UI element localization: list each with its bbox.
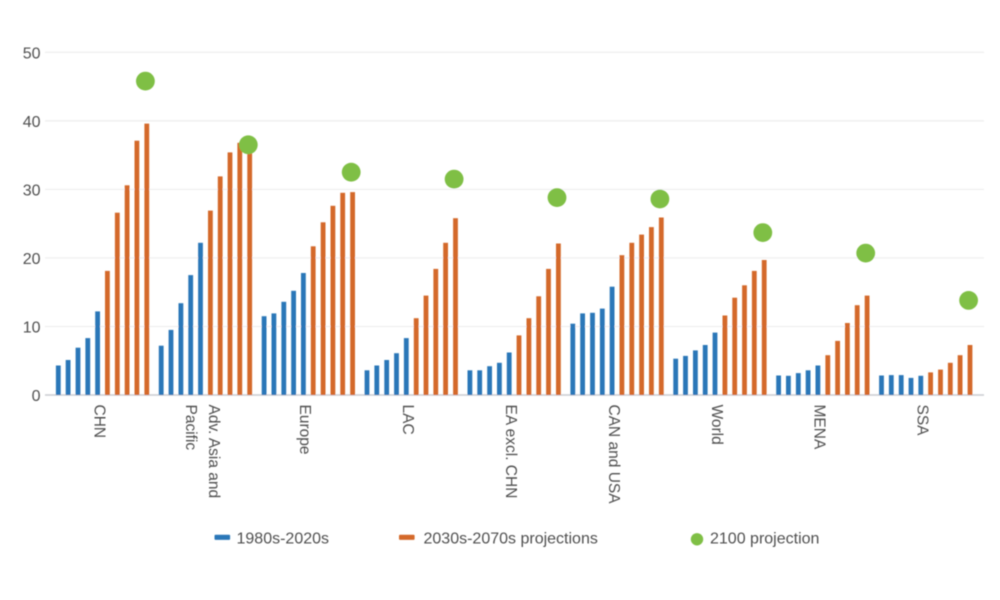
svg-text:0: 0 [32,388,41,405]
svg-text:MENA: MENA [811,405,828,450]
svg-text:SSA: SSA [914,405,931,437]
svg-text:CHN: CHN [90,405,107,439]
svg-text:50: 50 [23,45,41,62]
svg-text:EA excl. CHN: EA excl. CHN [502,405,519,499]
svg-text:World: World [708,405,725,445]
svg-text:2100 projection: 2100 projection [710,531,819,548]
svg-text:10: 10 [23,320,41,337]
svg-text:2030s-2070s projections: 2030s-2070s projections [424,531,598,548]
svg-text:20: 20 [23,251,41,268]
svg-text:Pacific: Pacific [182,405,199,451]
svg-text:Adv. Asia and: Adv. Asia and [205,405,222,499]
svg-text:1980s-2020s: 1980s-2020s [237,531,330,548]
svg-text:40: 40 [23,114,41,131]
svg-text:Europe: Europe [296,405,313,455]
svg-text:30: 30 [23,182,41,199]
svg-text:LAC: LAC [399,405,416,435]
svg-text:CAN and USA: CAN and USA [605,405,622,505]
